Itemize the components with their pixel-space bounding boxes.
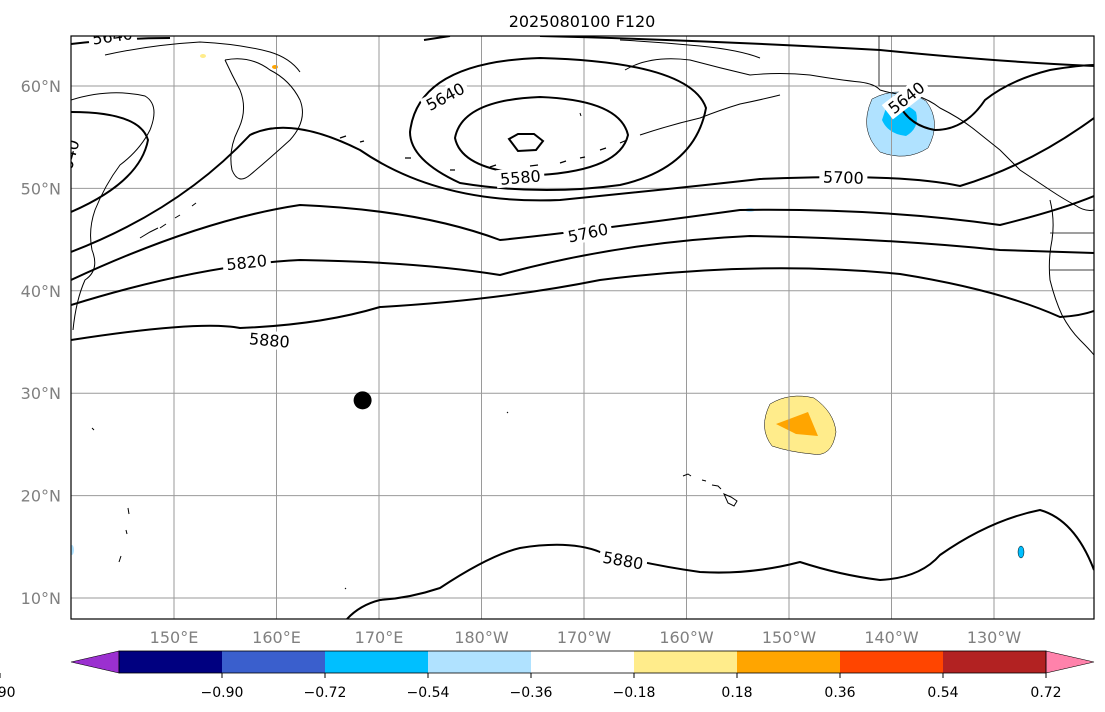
colorbar-tick-label: 0.72 [1030, 685, 1061, 701]
lon-label: 170°E [355, 628, 404, 647]
small-anomaly-patch [1017, 545, 1025, 559]
contour-label-background [597, 547, 649, 574]
small-islands [91, 112, 582, 590]
lat-label: 20°N [21, 487, 61, 506]
colorbar-tick-label: 0.90 [0, 685, 16, 701]
colorbar-tick-label: −0.72 [304, 685, 347, 701]
japan-kuril-coast [139, 202, 197, 239]
lon-label: 170°W [557, 628, 612, 647]
coastline-north-alaska [619, 39, 761, 59]
lat-label: 60°N [21, 77, 61, 96]
colorbar: −0.90 −0.72 −0.54 −0.36 −0.18 0.18 0.36 0.54 0.7… [0, 650, 1095, 701]
map-frame [70, 35, 1095, 620]
contour-label-text: 5580 [499, 166, 541, 188]
contour-label-background [221, 250, 272, 274]
colorbar-outline [118, 650, 1047, 674]
coastline-asia [71, 92, 155, 331]
contour-label-background [419, 77, 471, 116]
coastline-chukotka [104, 41, 301, 73]
contour-5640-west [71, 111, 150, 213]
hawaiian-islands [682, 473, 738, 507]
small-anomaly-patch [71, 545, 74, 555]
contour-5640-north-pacific [408, 56, 708, 192]
longitude-labels: 150°E 160°E 170°E 180°W 170°W 160°W 150°W 140°W… [150, 628, 1022, 647]
coastline-alaska-peninsula [639, 94, 781, 136]
positive-anomaly-medium [776, 412, 818, 436]
lon-label: 130°W [967, 628, 1022, 647]
colorbar-segment [531, 651, 634, 673]
contour-label-background [881, 75, 931, 120]
coastlines [71, 39, 1094, 590]
lat-label: 40°N [21, 282, 61, 301]
map-background [71, 36, 1094, 619]
contour-label-background [244, 328, 295, 352]
coastline-north-america-west [1048, 199, 1094, 356]
contour-label-background [819, 167, 868, 187]
colorbar-tick-label: −0.54 [407, 685, 450, 701]
colorbar-extend-low [70, 650, 120, 674]
contour-label: 5820 [221, 250, 272, 274]
colorbar-segment [119, 651, 222, 673]
lon-label: 150°E [150, 628, 199, 647]
contour-label-background [562, 218, 614, 247]
colorbar-tick-label: −0.90 [201, 685, 244, 701]
contour-label-text: 5880 [248, 329, 290, 351]
graticule [71, 36, 1094, 619]
anomaly-shading [71, 54, 1025, 559]
border-us-canada [1050, 232, 1094, 271]
colorbar-tick-label: 0.36 [824, 685, 855, 701]
contour-label: 5880 [244, 328, 295, 352]
small-anomaly-patch [200, 54, 206, 58]
colorbar-extend-high [1045, 650, 1095, 674]
colorbar-tick-label: 0.18 [721, 685, 752, 701]
contour-5880-north [71, 267, 1094, 341]
lon-label: 140°W [864, 628, 919, 647]
boundaries [878, 36, 1094, 271]
contour-low-center [507, 133, 545, 153]
colorbar-segment [428, 651, 531, 673]
colorbar-segment [840, 651, 943, 673]
contour-label-text: 5820 [225, 251, 267, 274]
latitude-labels: 60°N 50°N 40°N 30°N 20°N 10°N [21, 77, 61, 608]
contour-label-background [495, 166, 546, 189]
contour-label-background [87, 36, 138, 49]
lon-label: 150°W [762, 628, 817, 647]
colorbar-segment [943, 651, 1046, 673]
small-anomaly-patch [272, 65, 278, 69]
lat-label: 10°N [21, 589, 61, 608]
lon-label: 160°W [659, 628, 714, 647]
lat-label: 50°N [21, 179, 61, 198]
contour-5640-alaska [894, 64, 1094, 132]
aleutian-islands [339, 135, 628, 171]
colorbar-segment [325, 651, 428, 673]
colorbar-segment [222, 651, 325, 673]
storm-position-marker [353, 391, 372, 410]
lon-label: 160°E [252, 628, 301, 647]
contour-label: 5700 [819, 167, 868, 188]
colorbar-tick-label: −0.36 [510, 685, 553, 701]
plot-title: 2025080100 F120 [509, 12, 656, 31]
lat-label: 30°N [21, 384, 61, 403]
contour-label-text: 5700 [823, 167, 864, 187]
lon-label: 180°W [454, 628, 509, 647]
border-alaska-canada [878, 36, 1094, 87]
contour-label: 5580 [495, 166, 546, 189]
contour-label-background [71, 133, 84, 185]
coastline-kamchatka [224, 58, 303, 180]
contour-5700 [71, 117, 1094, 253]
colorbar-segment [634, 651, 737, 673]
colorbar-tick-label: −0.18 [613, 685, 656, 701]
coastline-alaska [624, 58, 1094, 211]
colorbar-tick-label: 0.54 [927, 685, 958, 701]
contour-5880-south [346, 508, 1094, 619]
colorbar-segment [737, 651, 840, 673]
